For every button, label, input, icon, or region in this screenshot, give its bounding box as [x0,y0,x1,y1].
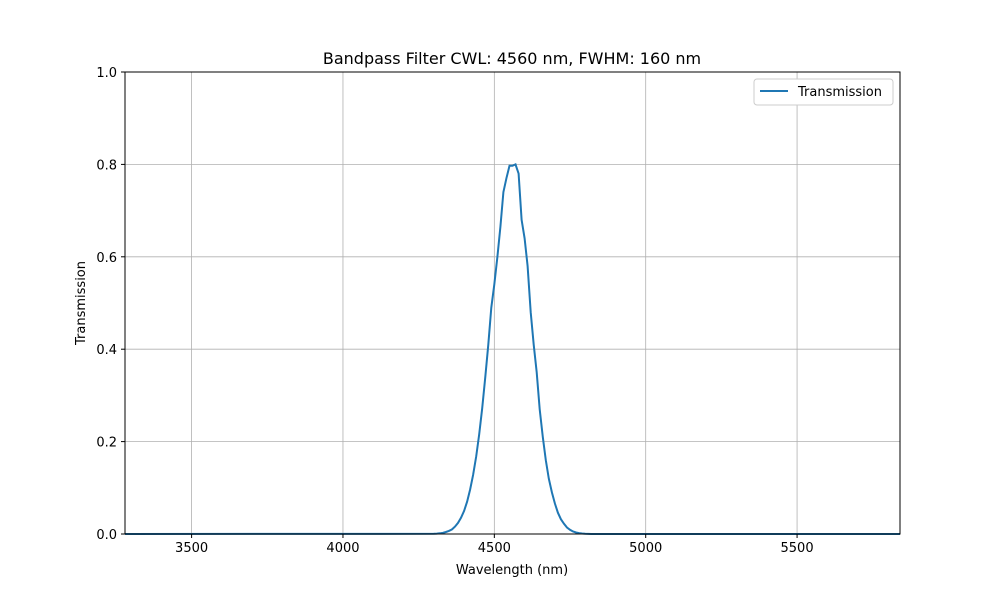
x-axis-label: Wavelength (nm) [456,563,568,578]
x-tick-label: 4500 [478,541,511,556]
ticks: 3500 4000 4500 5000 5500 0.0 0.2 0.4 0.6 0.8 1.0 [96,66,813,556]
x-tick-label: 3500 [175,541,208,556]
legend-label: Transmission [797,85,882,100]
y-tick-label: 0.4 [96,343,117,358]
series-line-transmission [124,163,900,535]
y-tick-label: 0.2 [96,436,117,451]
plot-frame [124,71,901,535]
x-tick-label: 4000 [326,541,359,556]
chart-title: Bandpass Filter CWL: 4560 nm, FWHM: 160 … [323,49,701,68]
y-axis-label: Transmission [74,261,89,346]
y-tick-label: 0.0 [96,528,117,543]
y-tick-label: 0.8 [96,158,117,173]
y-tick-label: 1.0 [96,66,117,81]
grid [125,72,900,534]
x-tick-label: 5500 [781,541,814,556]
x-tick-label: 5000 [629,541,662,556]
legend: Transmission [753,78,894,106]
legend-box [753,78,894,106]
y-tick-label: 0.6 [96,251,117,266]
